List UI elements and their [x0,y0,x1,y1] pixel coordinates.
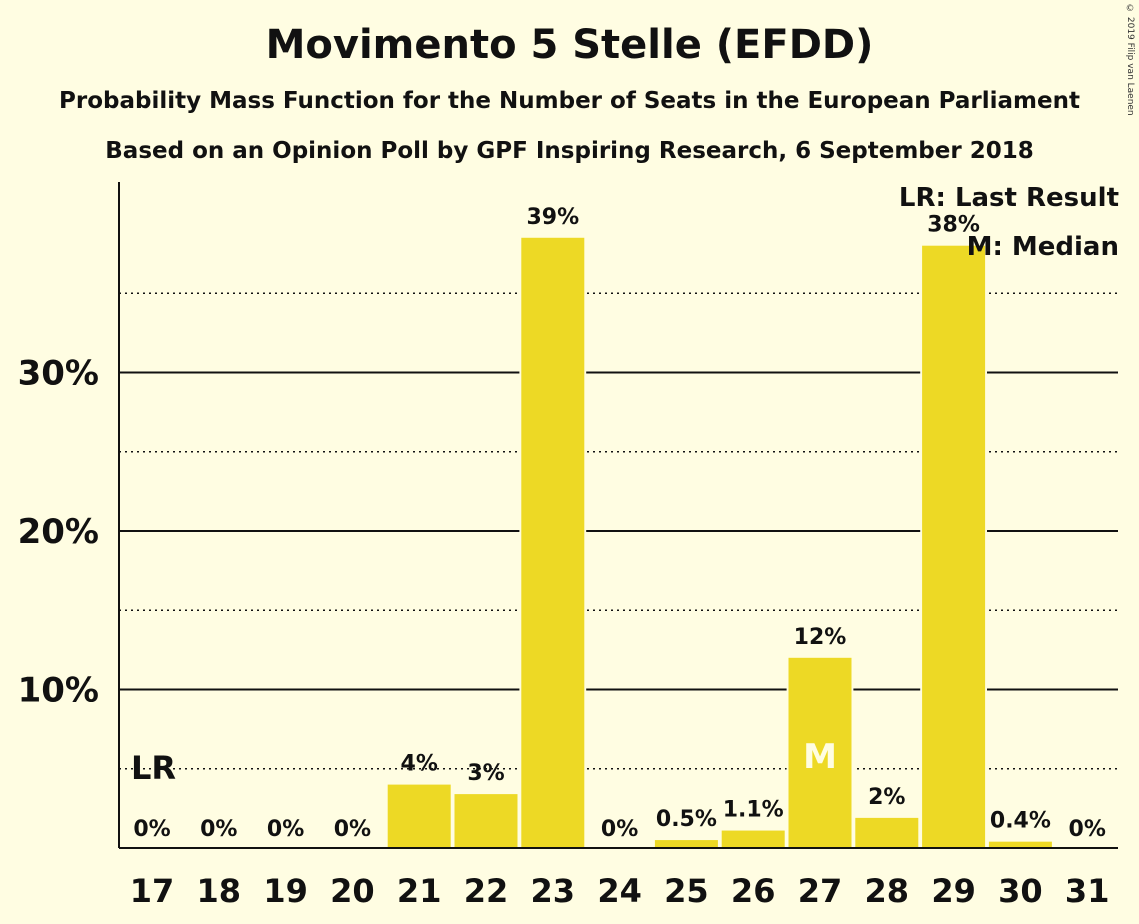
y-tick-label: 20% [18,512,99,552]
x-tick-label: 27 [798,872,843,910]
last-result-marker: LR [131,749,176,787]
data-label: 3% [467,761,504,786]
x-tick-label: 20 [330,872,375,910]
bar [988,841,1052,848]
legend-last-result: LR: Last Result [898,183,1119,213]
median-marker: M [803,737,837,777]
data-label: 0.5% [656,807,717,832]
data-label: 0% [133,817,170,842]
x-tick-label: 21 [397,872,442,910]
copyright-note: © 2019 Filip van Laenen [1125,4,1135,116]
bar [387,784,451,848]
bar [788,657,852,848]
data-label: 0% [1069,817,1106,842]
chart-subtitle-source: Based on an Opinion Poll by GPF Inspirin… [105,138,1034,164]
data-label: 39% [526,205,579,230]
data-label: 0% [200,817,237,842]
x-tick-label: 29 [931,872,976,910]
bar [654,840,718,848]
x-tick-label: 17 [130,872,175,910]
data-label: 4% [401,752,438,777]
legend-median: M: Median [966,232,1119,262]
x-tick-label: 23 [531,872,576,910]
bar [922,245,986,848]
data-label: 0.4% [990,809,1051,834]
x-tick-label: 30 [998,872,1043,910]
data-label: 0% [601,817,638,842]
x-tick-label: 19 [263,872,308,910]
x-tick-label: 25 [664,872,709,910]
data-label: 12% [794,625,847,650]
x-tick-label: 22 [464,872,509,910]
chart-title: Movimento 5 Stelle (EFDD) [265,22,874,68]
bar [721,830,785,848]
chart-subtitle: Probability Mass Function for the Number… [59,88,1080,114]
x-tick-label: 18 [197,872,242,910]
bar [454,794,518,848]
y-tick-label: 10% [18,671,99,711]
x-tick-label: 31 [1065,872,1110,910]
y-tick-label: 30% [18,354,99,394]
data-label: 2% [868,785,905,810]
data-label: 0% [334,817,371,842]
x-tick-label: 28 [865,872,910,910]
x-tick-label: 24 [597,872,642,910]
bar [855,817,919,848]
data-label: 1.1% [723,798,784,823]
bar [521,237,585,848]
data-label: 38% [927,213,980,238]
x-tick-label: 26 [731,872,776,910]
data-label: 0% [267,817,304,842]
